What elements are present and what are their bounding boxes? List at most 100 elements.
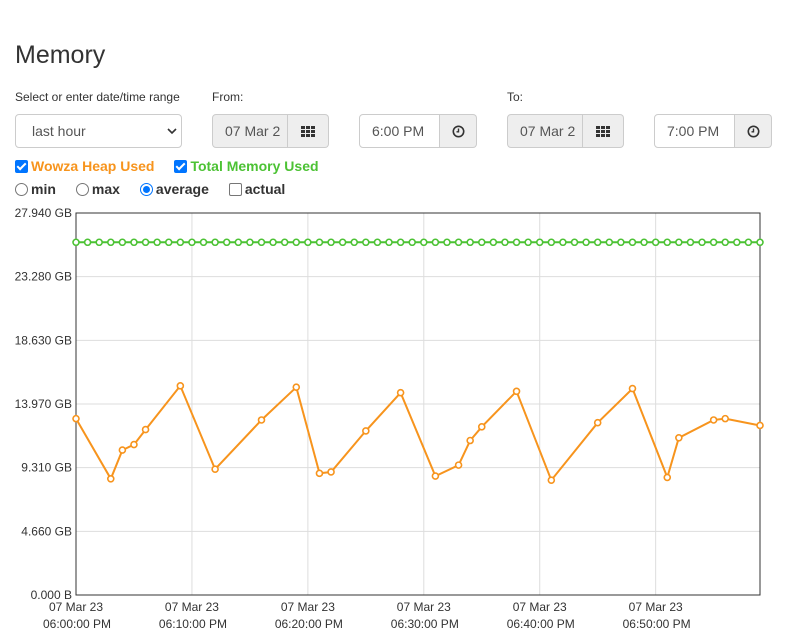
data-point	[373, 238, 382, 247]
data-point	[756, 421, 764, 430]
data-point	[153, 238, 161, 247]
data-point	[675, 238, 683, 247]
data-point	[628, 238, 637, 247]
from-label: From:	[212, 90, 244, 104]
data-point	[211, 238, 219, 247]
average-radio[interactable]	[139, 182, 153, 196]
heap-checkbox[interactable]	[15, 159, 28, 173]
x-tick-time: 06:10:00 PM	[159, 617, 227, 631]
from-date-group: 07 Mar 2	[212, 114, 329, 148]
from-time-input[interactable]: 6:00 PM	[359, 114, 440, 148]
data-point	[396, 238, 405, 247]
data-point	[721, 414, 730, 423]
to-calendar-button[interactable]	[583, 114, 624, 148]
data-point	[582, 238, 590, 247]
mode-actual[interactable]: actual	[228, 181, 286, 197]
data-point	[327, 468, 335, 476]
data-point	[222, 238, 231, 247]
data-point	[605, 238, 614, 247]
to-clock-button[interactable]	[735, 114, 772, 148]
actual-checkbox[interactable]	[228, 182, 242, 196]
data-point	[709, 238, 718, 247]
mode-min-label: min	[31, 181, 56, 197]
x-tick-date: 07 Mar 23	[629, 600, 683, 614]
data-point	[593, 418, 602, 427]
data-point	[118, 446, 127, 454]
data-point	[593, 238, 602, 247]
data-point	[756, 238, 764, 247]
mode-max[interactable]: max	[75, 181, 120, 197]
to-label: To:	[507, 90, 524, 104]
data-point	[130, 440, 138, 449]
data-point	[362, 238, 370, 247]
data-point	[315, 238, 324, 247]
to-time-input[interactable]: 7:00 PM	[654, 114, 735, 148]
time-range-select[interactable]: last hour	[15, 114, 182, 148]
x-tick-time: 06:20:00 PM	[275, 617, 343, 631]
data-point	[176, 382, 185, 390]
plot-area	[76, 213, 760, 595]
from-date-input[interactable]: 07 Mar 2	[212, 114, 288, 148]
data-point	[257, 416, 266, 424]
to-date-input[interactable]: 07 Mar 2	[507, 114, 583, 148]
mode-average[interactable]: average	[139, 181, 209, 197]
clock-icon	[452, 125, 464, 137]
page-title: Memory	[15, 41, 106, 69]
data-point	[663, 238, 672, 247]
from-calendar-button[interactable]	[288, 114, 329, 148]
x-tick-date: 07 Mar 23	[49, 600, 103, 614]
mode-min[interactable]: min	[15, 181, 56, 197]
data-point	[188, 238, 196, 247]
x-tick-time: 06:30:00 PM	[391, 617, 459, 631]
data-point	[454, 461, 463, 469]
mode-average-label: average	[155, 181, 209, 197]
data-point	[628, 384, 637, 393]
data-point	[617, 238, 625, 247]
max-radio[interactable]	[75, 182, 89, 196]
mode-max-label: max	[91, 181, 120, 197]
series-line	[75, 383, 761, 483]
to-time-group: 7:00 PM	[654, 114, 772, 148]
data-point	[292, 383, 301, 391]
from-time-group: 6:00 PM	[359, 114, 477, 148]
series-toggles: Wowza Heap Used Total Memory Used	[15, 158, 339, 174]
total-memory-checkbox[interactable]	[174, 159, 188, 173]
mode-actual-label: actual	[244, 181, 286, 197]
clock-icon	[747, 125, 759, 137]
y-tick-label: 0.000 B	[31, 588, 72, 602]
data-point	[489, 238, 498, 247]
data-point	[280, 238, 289, 247]
data-point	[164, 238, 173, 247]
x-tick-date: 07 Mar 23	[397, 600, 451, 614]
to-date-group: 07 Mar 2	[507, 114, 624, 148]
x-tick-time: 06:00:00 PM	[43, 617, 111, 631]
from-clock-button[interactable]	[440, 114, 477, 148]
data-point	[408, 238, 417, 247]
data-point	[535, 238, 544, 247]
heap-toggle[interactable]: Wowza Heap Used	[15, 158, 154, 174]
stat-modes: min max average actual	[15, 181, 305, 197]
min-radio[interactable]	[15, 182, 28, 196]
data-point	[524, 238, 532, 247]
heap-toggle-label: Wowza Heap Used	[31, 158, 155, 174]
calendar-grid-icon	[596, 125, 610, 137]
data-point	[709, 416, 718, 424]
total-memory-toggle[interactable]: Total Memory Used	[174, 158, 319, 174]
data-point	[72, 414, 80, 423]
data-point	[176, 238, 185, 247]
data-point	[477, 423, 486, 431]
y-tick-label: 18.630 GB	[15, 333, 72, 347]
data-point	[744, 238, 753, 247]
data-point	[141, 238, 150, 247]
data-point	[651, 238, 660, 247]
plot-frame	[75, 212, 761, 596]
data-point	[431, 472, 440, 480]
y-tick-label: 27.940 GB	[15, 206, 72, 220]
x-tick-date: 07 Mar 23	[165, 600, 219, 614]
data-point	[292, 238, 301, 247]
data-point	[83, 238, 92, 247]
data-point	[350, 238, 359, 247]
data-point	[141, 425, 150, 434]
data-point	[559, 238, 567, 247]
data-point	[315, 469, 324, 478]
